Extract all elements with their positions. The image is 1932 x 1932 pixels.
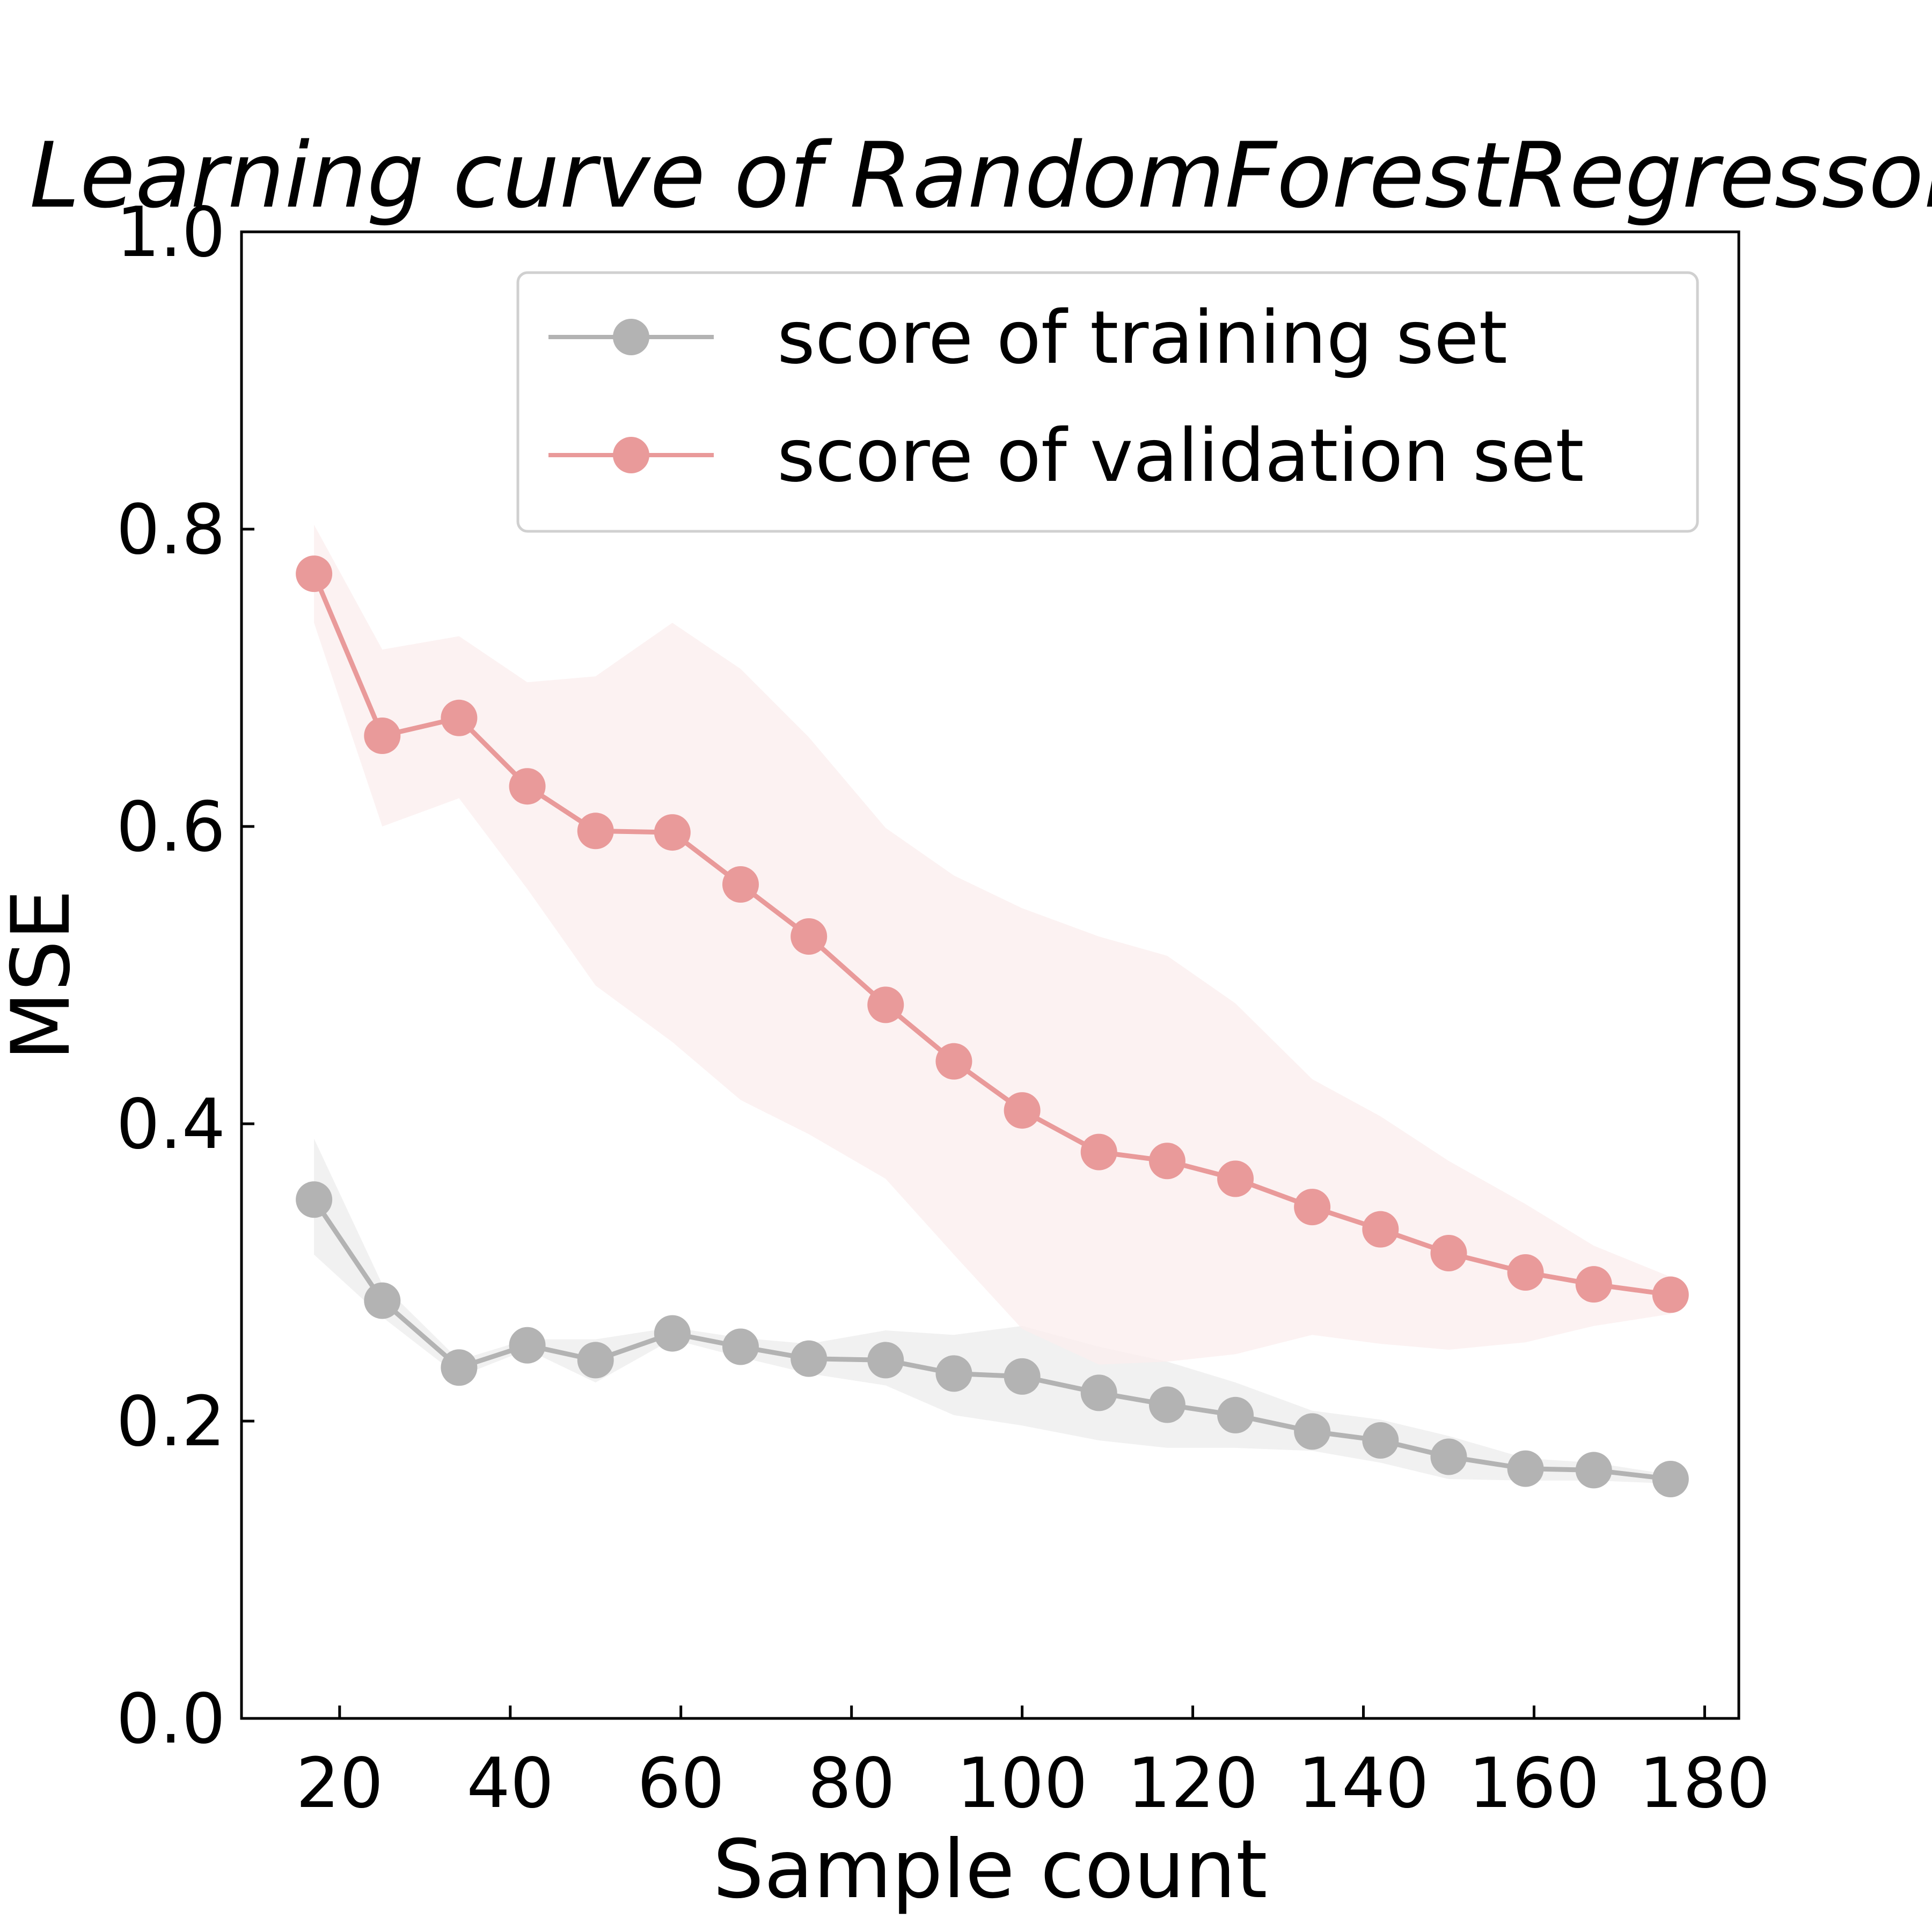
point-training <box>577 1342 614 1379</box>
series-markers <box>296 555 1689 1498</box>
point-training <box>1652 1461 1689 1498</box>
point-training <box>296 1181 333 1218</box>
point-validation <box>1430 1234 1467 1271</box>
point-training <box>1362 1422 1399 1459</box>
point-training <box>441 1349 478 1386</box>
point-validation <box>1294 1189 1331 1226</box>
point-training <box>654 1315 691 1352</box>
x-axis-ticks: 20 40 60 80 100 120 140 160 180 <box>296 1706 1770 1824</box>
y-tick-label: 0.6 <box>116 787 225 867</box>
point-validation <box>1652 1276 1689 1313</box>
x-axis-label: Sample count <box>713 1823 1267 1916</box>
x-tick-label: 40 <box>466 1744 554 1824</box>
y-tick-label: 0.8 <box>116 490 225 570</box>
point-validation <box>1362 1211 1399 1248</box>
point-validation <box>441 699 478 736</box>
point-training <box>1148 1386 1185 1423</box>
y-tick-label: 0.4 <box>116 1085 225 1165</box>
legend-marker-training <box>613 319 649 355</box>
band-training <box>314 1138 1671 1484</box>
point-training <box>935 1355 972 1392</box>
x-tick-label: 140 <box>1298 1744 1429 1824</box>
point-validation <box>791 918 828 955</box>
legend: score of training set score of validatio… <box>516 271 1699 533</box>
x-tick-label: 120 <box>1127 1744 1258 1824</box>
point-training <box>1507 1450 1544 1487</box>
point-training <box>509 1327 546 1364</box>
point-training <box>867 1342 904 1379</box>
x-tick-label: 60 <box>637 1744 724 1824</box>
point-validation <box>654 814 691 851</box>
y-axis-ticks: 0.0 0.2 0.4 0.6 0.8 1.0 <box>116 193 254 1759</box>
point-validation <box>1148 1143 1185 1180</box>
point-validation <box>577 813 614 850</box>
point-validation <box>364 718 401 755</box>
point-training <box>1004 1358 1041 1395</box>
legend-label-training: score of training set <box>777 296 1507 380</box>
chart-title: Learning curve of RandomForestRegressor <box>30 123 1932 228</box>
point-validation <box>1507 1254 1544 1291</box>
point-training <box>791 1340 828 1377</box>
point-validation <box>722 866 759 903</box>
point-validation <box>1080 1133 1117 1170</box>
y-tick-label: 0.0 <box>116 1679 225 1759</box>
legend-marker-validation <box>613 437 649 473</box>
confidence-bands <box>314 524 1671 1484</box>
point-validation <box>1004 1092 1041 1129</box>
point-validation <box>935 1043 972 1080</box>
point-validation <box>509 768 546 805</box>
y-tick-label: 1.0 <box>116 193 225 273</box>
point-validation <box>1217 1160 1254 1197</box>
point-training <box>364 1282 401 1319</box>
point-training <box>1080 1374 1117 1411</box>
point-validation <box>1575 1266 1612 1303</box>
band-validation <box>314 524 1671 1365</box>
x-tick-label: 80 <box>808 1744 895 1824</box>
legend-box <box>516 271 1699 533</box>
point-training <box>1217 1396 1254 1433</box>
x-tick-label: 180 <box>1639 1744 1770 1824</box>
point-training <box>1575 1452 1612 1489</box>
y-axis-label: MSE <box>0 889 88 1060</box>
y-tick-label: 0.2 <box>116 1382 225 1462</box>
x-tick-label: 160 <box>1468 1744 1599 1824</box>
plot-frame <box>240 230 1740 1720</box>
point-training <box>722 1328 759 1365</box>
point-training <box>1294 1413 1331 1450</box>
point-validation <box>867 986 904 1023</box>
x-tick-label: 20 <box>296 1744 383 1824</box>
point-validation <box>296 555 333 592</box>
point-training <box>1430 1438 1467 1475</box>
x-tick-label: 100 <box>956 1744 1087 1824</box>
legend-label-validation: score of validation set <box>777 414 1584 499</box>
